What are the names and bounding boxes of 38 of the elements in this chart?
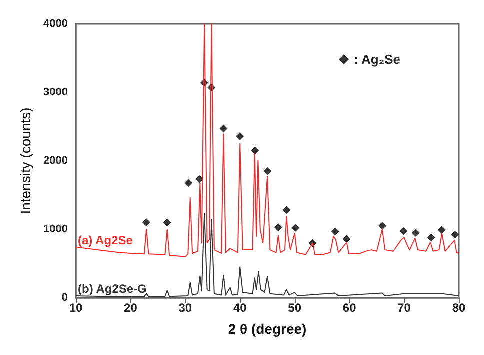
point [291,224,300,232]
x-axis-title: 2 θ (degree) [228,321,307,337]
x-tick-label: 30 [178,301,192,315]
x-tick-label: 40 [233,301,248,315]
legend-label: : Ag₂Se [354,52,401,67]
y-axis-title: Intensity (counts) [18,108,34,214]
line-series [76,24,460,258]
x-tick-label: 80 [452,301,466,315]
y-tick-label: 4000 [44,18,68,30]
point [142,218,151,227]
point [412,228,420,237]
point [331,228,340,236]
x-tick-label: 70 [398,301,412,315]
y-tick-label: 2000 [44,155,68,167]
x-tick-label: 50 [288,301,302,315]
point [274,223,282,232]
point [438,226,446,234]
point [184,178,193,187]
point [427,234,436,242]
x-tick-label: 10 [69,301,83,315]
point [264,167,272,176]
x-tick-label: 60 [342,301,357,315]
point [196,175,204,184]
y-tick-label: 3000 [44,86,68,98]
y-tick-label: 0 [62,292,68,304]
point [378,222,386,230]
series-label: (b) Ag2Se-G [78,282,147,296]
point [236,132,244,140]
point [282,206,291,214]
point [220,124,228,133]
series-label: (a) Ag2Se [78,233,134,248]
point [163,218,172,227]
y-tick-label: 1000 [44,224,68,236]
point [400,228,408,236]
point [251,146,260,155]
x-tick-label: 20 [124,301,138,315]
point [451,230,460,239]
point [342,235,351,244]
